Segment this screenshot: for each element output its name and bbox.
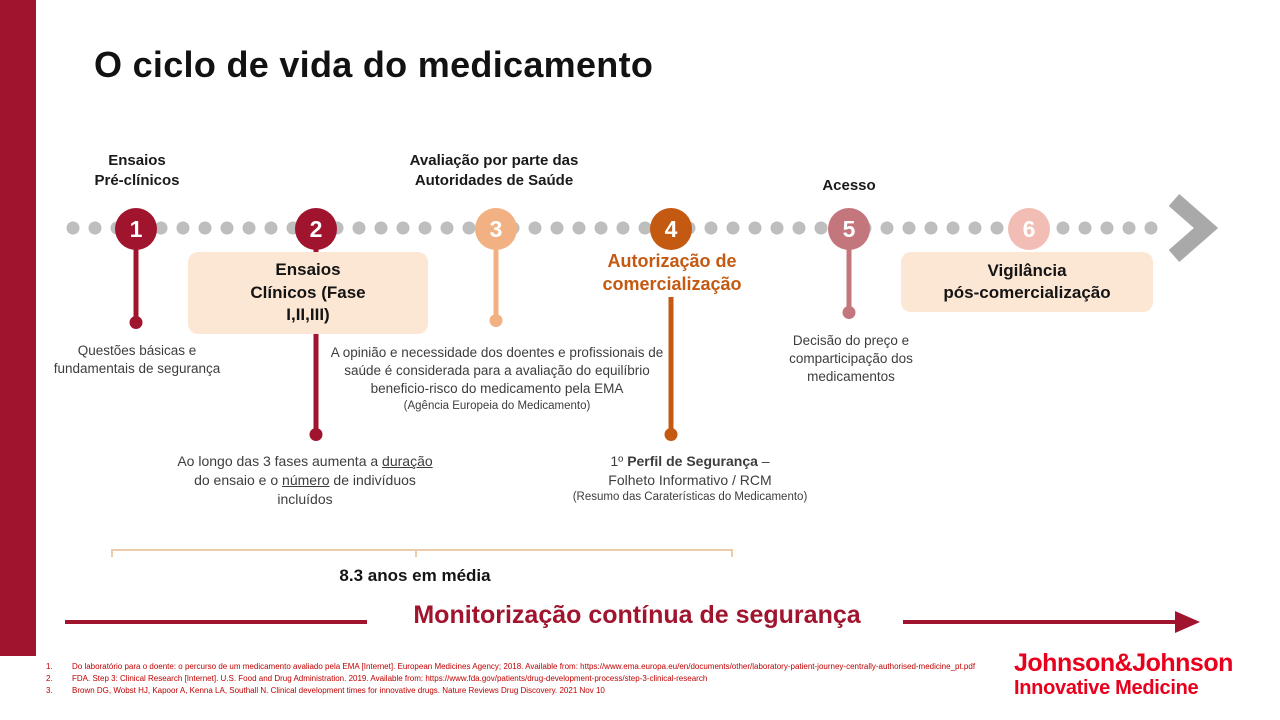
timeline-dotted-line <box>62 220 1164 236</box>
phase-label-line: Avaliação por parte das <box>409 152 579 169</box>
duration-label: 8.3 anos em média <box>339 566 491 585</box>
phase-label-line: Pré-clínicos <box>94 171 180 189</box>
note-text: 1º <box>610 453 628 469</box>
step-circle-5: 5 <box>828 208 870 250</box>
callout-line: Ensaios <box>275 260 341 280</box>
note-text: Folheto Informativo / RCM <box>608 471 772 488</box>
duration-bracket-tick <box>111 549 113 557</box>
footnote-item: 3. Brown DG, Wobst HJ, Kapoor A, Kenna L… <box>46 685 991 697</box>
monitoring-arrow-line-right <box>903 620 1177 624</box>
note-text-underlined: duração <box>382 453 433 469</box>
note-text: A opinião e necessidade dos doentes e pr… <box>330 345 664 397</box>
note-text: Ao longo das 3 fases aumenta a <box>177 453 383 469</box>
label-line: comercialização <box>602 273 742 294</box>
label-line: Autorização de <box>607 251 737 271</box>
page-title: O ciclo de vida do medicamento <box>94 44 654 85</box>
duration-bracket-tick <box>731 549 733 557</box>
note-text: – <box>757 453 770 469</box>
monitoring-arrow-line-left <box>65 620 367 624</box>
footnote-number: 1. <box>46 662 53 671</box>
monitoring-label: Monitorização contínua de segurança <box>413 601 861 629</box>
note-subtext: (Agência Europeia do Medicamento) <box>403 399 591 412</box>
step-circle-1: 1 <box>115 208 157 250</box>
monitoring-arrowhead <box>1175 611 1200 633</box>
footnote-text: Brown DG, Wobst HJ, Kapoor A, Kenna LA, … <box>72 686 605 695</box>
footnote-item: 1. Do laboratório para o doente: o percu… <box>46 661 991 673</box>
callout-post-marketing: Vigilância pós-comercialização <box>901 252 1153 312</box>
note-step-1: Questões básicas e fundamentais de segur… <box>53 343 221 377</box>
duration-bracket-line <box>111 549 733 551</box>
note-text-underlined: número <box>282 471 330 488</box>
phase-label-authorities: Avaliação por parte das Autoridades de S… <box>410 151 579 190</box>
note-step-3: A opinião e necessidade dos doentes e pr… <box>327 344 667 414</box>
step-circle-6: 6 <box>1008 208 1050 250</box>
callout-line: Clínicos (Fase <box>250 282 366 302</box>
note-step-4: 1º Perfil de Segurança – Folheto Informa… <box>570 452 810 505</box>
phase-label-access: Acesso <box>822 177 876 194</box>
stem-step-4 <box>668 297 674 429</box>
note-subtext: (Resumo das Caraterísticas do Medicament… <box>572 490 808 503</box>
stem-dot-step-5 <box>842 306 856 319</box>
footnotes: 1. Do laboratório para o doente: o percu… <box>46 661 991 697</box>
phase-label-line: Autoridades de Saúde <box>414 171 574 189</box>
callout-line: Vigilância <box>987 260 1067 280</box>
note-text-bold: Perfil de Segurança <box>627 453 758 469</box>
callout-clinical-trials: Ensaios Clínicos (Fase I,II,III) <box>188 252 428 334</box>
left-accent-bar <box>0 0 36 656</box>
stem-step-3 <box>493 248 499 318</box>
company-logo: Johnson&Johnson Innovative Medicine <box>1014 650 1233 700</box>
footnote-number: 3. <box>46 686 53 695</box>
stem-dot-step-1 <box>129 316 143 329</box>
logo-wordmark: Johnson&Johnson <box>1014 649 1233 677</box>
stem-dot-step-2 <box>309 428 323 441</box>
footnote-text: Do laboratório para o doente: o percurso… <box>72 662 976 671</box>
note-step-2: Ao longo das 3 fases aumenta a duração d… <box>175 452 435 509</box>
stem-step-2 <box>313 248 319 430</box>
note-step-5: Decisão do preço e comparticipação dos m… <box>789 333 913 385</box>
duration-bracket-tick <box>415 549 417 557</box>
stem-step-1 <box>133 248 139 320</box>
label-marketing-authorization: Autorização de comercialização <box>602 250 741 295</box>
footnote-number: 2. <box>46 674 53 683</box>
stem-dot-step-3 <box>489 314 503 327</box>
phase-label-preclinical: Ensaios Pré-clínicos <box>94 151 179 190</box>
logo-division: Innovative Medicine <box>1014 677 1199 699</box>
footnote-item: 2. FDA. Step 3: Clinical Research [Inter… <box>46 673 991 685</box>
phase-label-line: Ensaios <box>108 152 166 169</box>
callout-line: I,II,III) <box>286 305 330 325</box>
timeline-chevron-icon <box>1168 194 1219 262</box>
step-circle-4: 4 <box>650 208 692 250</box>
stem-step-5 <box>846 248 852 310</box>
footnote-text: FDA. Step 3: Clinical Research [Internet… <box>72 674 708 683</box>
callout-line: pós-comercialização <box>943 283 1111 302</box>
step-circle-3: 3 <box>475 208 517 250</box>
step-circle-2: 2 <box>295 208 337 250</box>
note-text: do ensaio e o <box>194 471 283 488</box>
stem-dot-step-4 <box>664 428 678 441</box>
note-text: de indivíduos incluídos <box>277 471 416 507</box>
